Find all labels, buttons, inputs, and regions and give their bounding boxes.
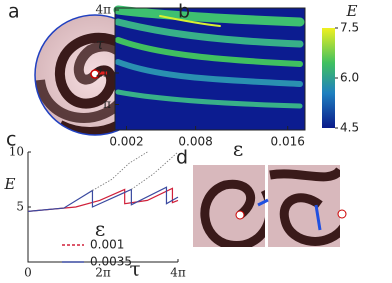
y-tick-label: 5 (16, 200, 24, 214)
x-tick-label: 4π (170, 266, 186, 280)
y-tick-label: 10 (9, 145, 24, 159)
panel-label: c (6, 129, 16, 151)
y-tick-label: 2π (95, 66, 111, 80)
x-tick-label: 0.002 (109, 135, 143, 149)
line (27, 187, 179, 212)
panel-label: d (176, 147, 188, 169)
x-label: ε (233, 137, 243, 161)
legend-title: ε (95, 217, 105, 241)
colorbar-tick-label: 6.0 (340, 71, 359, 85)
legend-label: 0.0035 (90, 255, 132, 269)
legend-label: 0.001 (90, 238, 124, 252)
y-label: E (4, 175, 16, 193)
line (27, 186, 179, 212)
y-tick-label: 4π (95, 3, 111, 17)
colorbar-tick-label: 4.5 (340, 121, 359, 135)
x-tick-label: 0.008 (178, 135, 212, 149)
spiral-d (193, 165, 347, 247)
colorbar-tick-label: 7.5 (340, 21, 359, 35)
y-label: τ (96, 35, 105, 53)
line (131, 151, 179, 190)
x-tick-label: 0 (24, 266, 32, 280)
panel-label: a (8, 1, 20, 23)
line (92, 151, 148, 191)
y-tick-label: π (103, 97, 111, 111)
colorbar-label: E (346, 2, 358, 20)
x-tick-label: 2π (95, 266, 111, 280)
heatmap (113, 5, 335, 130)
x-label: τ (129, 257, 140, 281)
x-tick-label: 0.016 (271, 135, 305, 149)
plot-frame (114, 7, 306, 131)
panel-label: b (178, 1, 190, 23)
